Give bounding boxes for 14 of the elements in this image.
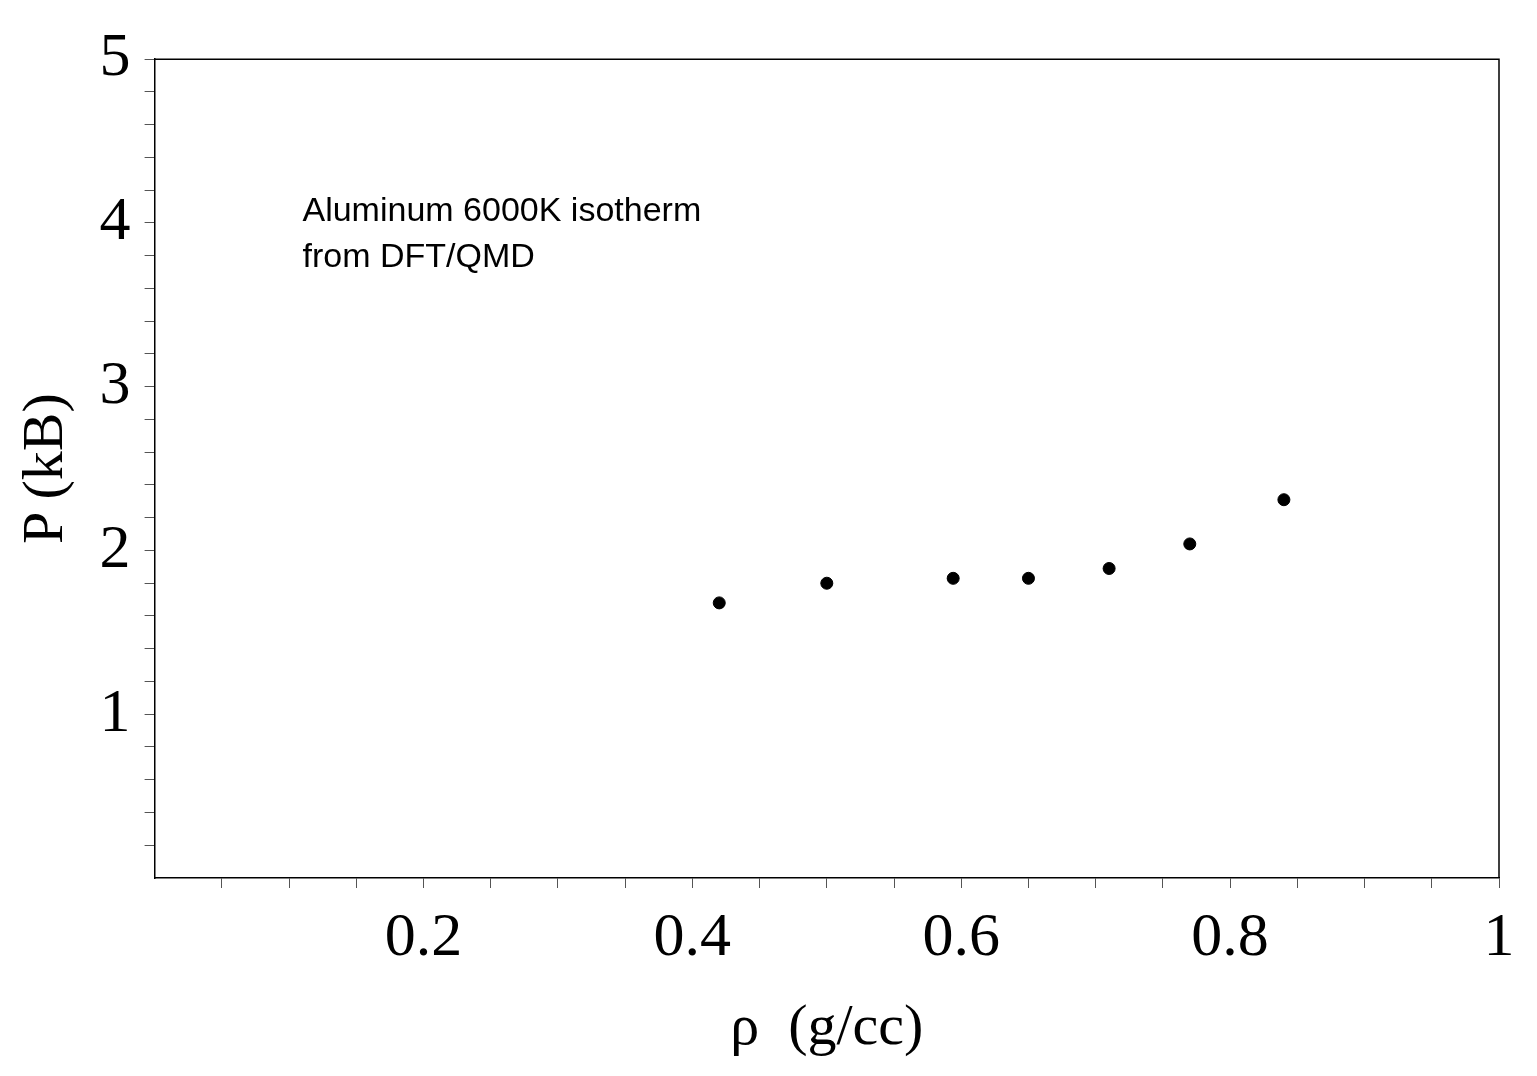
y-tick-label: 2 [99, 511, 131, 580]
x-tick-label: 0.4 [653, 900, 732, 969]
y-tick-label: 4 [99, 184, 131, 253]
x-tick-label: 0.8 [1191, 900, 1269, 969]
annotation: from DFT/QMD [302, 235, 535, 274]
x-tick-label: 1 [1483, 900, 1515, 969]
x-axis-title: ρ (g/cc) [730, 992, 924, 1058]
y-tick-label: 3 [99, 348, 131, 416]
x-tick-label: 0.2 [384, 900, 463, 969]
annotation: Aluminum 6000K isotherm [302, 189, 702, 228]
y-tick-label: 1 [99, 675, 131, 744]
x-tick-label: 0.6 [922, 900, 1000, 969]
y-tick-label: 5 [99, 20, 131, 89]
y-axis-title: P (kB) [10, 393, 76, 545]
